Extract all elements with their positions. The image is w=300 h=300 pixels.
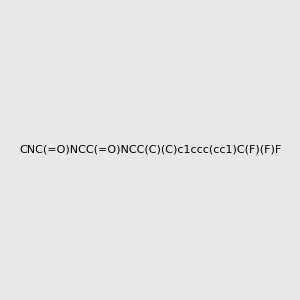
Text: CNC(=O)NCC(=O)NCC(C)(C)c1ccc(cc1)C(F)(F)F: CNC(=O)NCC(=O)NCC(C)(C)c1ccc(cc1)C(F)(F)… — [19, 145, 281, 155]
